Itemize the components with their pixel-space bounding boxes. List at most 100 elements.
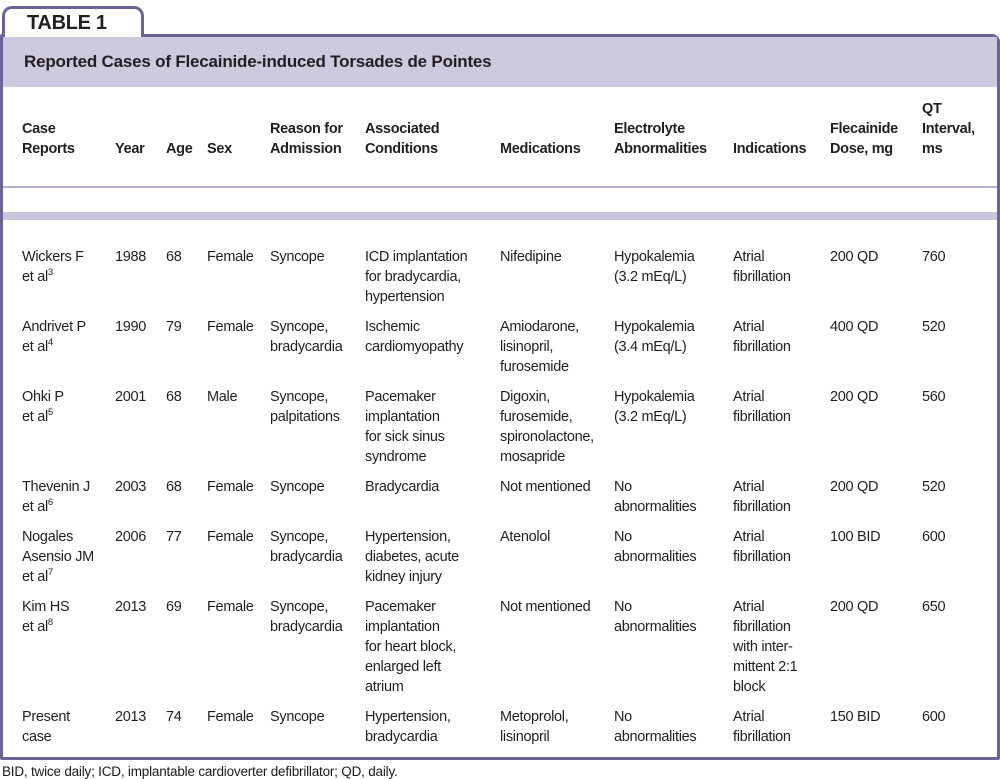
cell-reason: Syncope, bradycardia xyxy=(270,319,343,355)
cell-conditions: Bradycardia xyxy=(365,479,440,495)
table-row: Wickers F et al3 1988 68 Female Syncope ICD i… xyxy=(3,247,997,317)
cell-year: 2003 xyxy=(115,479,147,495)
case-report-name: Andrivet P et al xyxy=(22,319,86,355)
cell-year: 1988 xyxy=(115,249,147,265)
cell-indications: Atrial fibrillation with inter- mittent … xyxy=(733,599,798,695)
case-report-name: Wickers F et al xyxy=(22,249,84,285)
cell-dose: 200 QD xyxy=(830,479,879,495)
reference-superscript: 5 xyxy=(47,407,54,419)
cell-age: 77 xyxy=(166,529,182,545)
cell-qt: 600 xyxy=(922,709,946,725)
cell-dose: 150 BID xyxy=(830,709,881,725)
table-row: Kim HS et al8 2013 69 Female Syncope, bradyc… xyxy=(3,597,997,707)
cell-qt: 760 xyxy=(922,249,946,265)
case-report-name: Present case xyxy=(22,709,70,745)
case-report-name: Nogales Asensio JM et al xyxy=(22,529,94,585)
cell-reason: Syncope xyxy=(270,479,325,495)
cell-electrolyte: No abnormalities xyxy=(614,709,697,745)
cell-age: 68 xyxy=(166,249,182,265)
cell-sex: Female xyxy=(207,319,254,335)
cell-age: 79 xyxy=(166,319,182,335)
header-separator-cell xyxy=(3,164,997,247)
separator-band xyxy=(3,212,997,220)
cell-sex: Female xyxy=(207,599,254,615)
cell-year: 2001 xyxy=(115,389,147,405)
column-header-indications: Indications xyxy=(733,141,807,157)
cell-age: 68 xyxy=(166,389,182,405)
cell-case: Nogales Asensio JM et al7 xyxy=(3,527,115,597)
table-row: Ohki P et al5 2001 68 Male Syncope, palpitat… xyxy=(3,387,997,477)
cell-case: Ohki P et al5 xyxy=(3,387,115,477)
cell-medications: Nifedipine xyxy=(500,249,562,265)
cell-indications: Atrial fibrillation xyxy=(733,709,791,745)
cell-reason: Syncope, bradycardia xyxy=(270,529,343,565)
cases-table: Case Reports Year Age Sex Reason for Admissi… xyxy=(3,87,997,757)
cell-qt: 520 xyxy=(922,479,946,495)
cell-year: 1990 xyxy=(115,319,147,335)
cell-year: 2006 xyxy=(115,529,147,545)
reference-superscript: 7 xyxy=(47,567,54,579)
cell-qt: 560 xyxy=(922,389,946,405)
tab-label: TABLE 1 xyxy=(27,12,107,34)
cell-qt: 520 xyxy=(922,319,946,335)
table-row: Present case 2013 74 Female Syncope Hypertens… xyxy=(3,707,997,757)
cell-age: 68 xyxy=(166,479,182,495)
table-header-row: Case Reports Year Age Sex Reason for Admissi… xyxy=(3,87,997,164)
cell-sex: Female xyxy=(207,479,254,495)
cell-indications: Atrial fibrillation xyxy=(733,479,791,515)
cell-electrolyte: Hypokalemia (3.2 mEq/L) xyxy=(614,249,695,285)
column-header-age: Age xyxy=(166,141,193,157)
table-row: Nogales Asensio JM et al7 2006 77 Female Syn… xyxy=(3,527,997,597)
table-row: Andrivet P et al4 1990 79 Female Syncope, br… xyxy=(3,317,997,387)
cell-indications: Atrial fibrillation xyxy=(733,319,791,355)
header-separator xyxy=(3,164,997,247)
reference-superscript: 8 xyxy=(47,617,54,629)
separator-line xyxy=(3,186,997,188)
cell-dose: 100 BID xyxy=(830,529,881,545)
cell-indications: Atrial fibrillation xyxy=(733,529,791,565)
cell-indications: Atrial fibrillation xyxy=(733,249,791,285)
cell-case: Wickers F et al3 xyxy=(3,247,115,317)
cell-dose: 200 QD xyxy=(830,249,879,265)
cell-electrolyte: No abnormalities xyxy=(614,599,697,635)
table-footnote: BID, twice daily; ICD, implantable cardi… xyxy=(2,764,398,779)
cell-conditions: Hypertension, bradycardia xyxy=(365,709,451,745)
cell-medications: Amiodarone, lisinopril, furosemide xyxy=(500,319,579,375)
cell-sex: Female xyxy=(207,709,254,725)
cell-electrolyte: Hypokalemia (3.4 mEq/L) xyxy=(614,319,695,355)
cell-age: 74 xyxy=(166,709,182,725)
cell-electrolyte: Hypokalemia (3.2 mEq/L) xyxy=(614,389,695,425)
cell-medications: Atenolol xyxy=(500,529,550,545)
cell-year: 2013 xyxy=(115,709,147,725)
cell-medications: Not mentioned xyxy=(500,479,591,495)
cell-qt: 600 xyxy=(922,529,946,545)
case-report-name: Thevenin J et al xyxy=(22,479,90,515)
column-header-dose: Flecainide Dose, mg xyxy=(830,121,898,157)
reference-superscript: 6 xyxy=(47,497,54,509)
cell-reason: Syncope, bradycardia xyxy=(270,599,343,635)
reference-superscript: 4 xyxy=(47,337,54,349)
cell-conditions: Pacemaker implantation for sick sinus sy… xyxy=(365,389,445,465)
table-box: Reported Cases of Flecainide-induced Tor… xyxy=(0,34,1000,760)
table-title-band: Reported Cases of Flecainide-induced Tor… xyxy=(3,37,997,87)
table-tab: TABLE 1 xyxy=(2,6,144,37)
column-header-reason: Reason for Admission xyxy=(270,121,343,157)
column-header-sex: Sex xyxy=(207,141,232,157)
cell-conditions: Pacemaker implantation for heart block, … xyxy=(365,599,457,695)
column-header-medications: Medications xyxy=(500,141,581,157)
cell-reason: Syncope, palpitations xyxy=(270,389,340,425)
cell-case: Andrivet P et al4 xyxy=(3,317,115,387)
cell-indications: Atrial fibrillation xyxy=(733,389,791,425)
table-title: Reported Cases of Flecainide-induced Tor… xyxy=(24,52,492,71)
cell-case: Thevenin J et al6 xyxy=(3,477,115,527)
cell-conditions: Hypertension, diabetes, acute kidney inj… xyxy=(365,529,459,585)
column-header-electrolyte: Electrolyte Abnormalities xyxy=(614,121,707,157)
cell-medications: Not mentioned xyxy=(500,599,591,615)
cell-reason: Syncope xyxy=(270,709,325,725)
cell-year: 2013 xyxy=(115,599,147,615)
cell-sex: Male xyxy=(207,389,238,405)
column-header-year: Year xyxy=(115,141,145,157)
column-header-qt: QT Interval, ms xyxy=(922,101,975,157)
cell-age: 69 xyxy=(166,599,182,615)
